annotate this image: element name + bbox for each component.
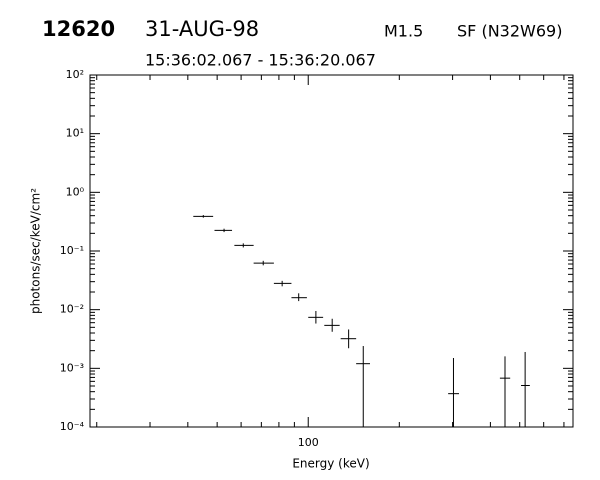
y-axis-label: photons/sec/keV/cm² — [29, 188, 43, 314]
x-tick-label: 100 — [298, 436, 319, 449]
y-tick-label: 10⁻⁴ — [60, 420, 85, 433]
date: 31-AUG-98 — [145, 17, 259, 41]
y-tick-label: 10² — [66, 68, 84, 81]
flare-id: 12620 — [42, 17, 115, 41]
time-range: 15:36:02.067 - 15:36:20.067 — [145, 51, 376, 70]
y-tick-label: 10⁰ — [66, 185, 85, 198]
x-axis-label: Energy (keV) — [292, 457, 369, 471]
location: SF (N32W69) — [457, 22, 562, 41]
y-tick-label: 10⁻² — [60, 303, 84, 316]
goes-class: M1.5 — [384, 22, 423, 41]
y-tick-label: 10⁻¹ — [60, 244, 84, 257]
y-tick-label: 10¹ — [66, 127, 84, 140]
y-tick-label: 10⁻³ — [60, 361, 84, 374]
